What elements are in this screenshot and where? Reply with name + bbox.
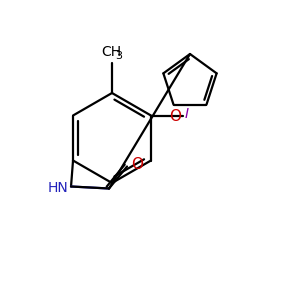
- Text: CH: CH: [101, 45, 121, 59]
- Text: HN: HN: [47, 181, 68, 194]
- Text: O: O: [169, 109, 181, 124]
- Text: 3: 3: [116, 51, 122, 61]
- Text: I: I: [185, 107, 189, 122]
- Text: O: O: [131, 157, 143, 172]
